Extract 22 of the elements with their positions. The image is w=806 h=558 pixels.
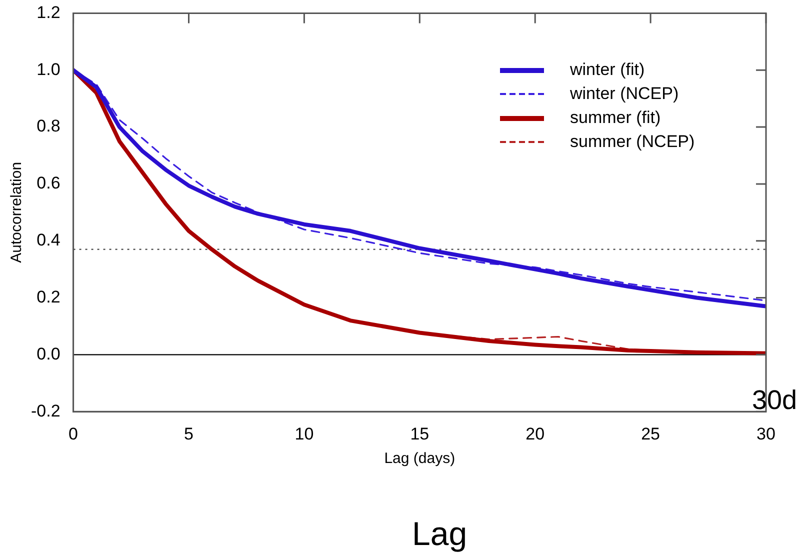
y-axis-title: Autocorrelation xyxy=(8,162,26,263)
x-tick-label: 0 xyxy=(68,424,78,444)
x-tick-label: 20 xyxy=(526,424,545,444)
text: Lag xyxy=(412,515,468,553)
legend-label: summer (NCEP) xyxy=(570,132,695,152)
x-tick-label: 30 xyxy=(756,424,776,444)
y-tick-label: -0.2 xyxy=(30,401,60,420)
y-tick-label: 1.0 xyxy=(36,60,60,79)
y-tick-label: 0.6 xyxy=(36,174,60,193)
legend-label: winter (NCEP) xyxy=(570,84,679,104)
y-tick-label: 0.0 xyxy=(36,344,60,364)
x-tick-label: 15 xyxy=(410,424,430,444)
y-tick-label: 0.2 xyxy=(36,287,60,306)
legend-label: summer (fit) xyxy=(570,108,661,128)
legend-label: winter (fit) xyxy=(570,60,645,80)
x-tick-label: 5 xyxy=(184,424,194,444)
x-axis-title: Lag (days) xyxy=(384,450,456,468)
x-tick-label: 10 xyxy=(294,424,314,444)
y-tick-label: 0.4 xyxy=(36,230,60,250)
x-tick-label: 25 xyxy=(641,424,660,444)
y-tick-label: 0.8 xyxy=(36,116,60,136)
y-tick-label: 1.2 xyxy=(36,2,60,22)
